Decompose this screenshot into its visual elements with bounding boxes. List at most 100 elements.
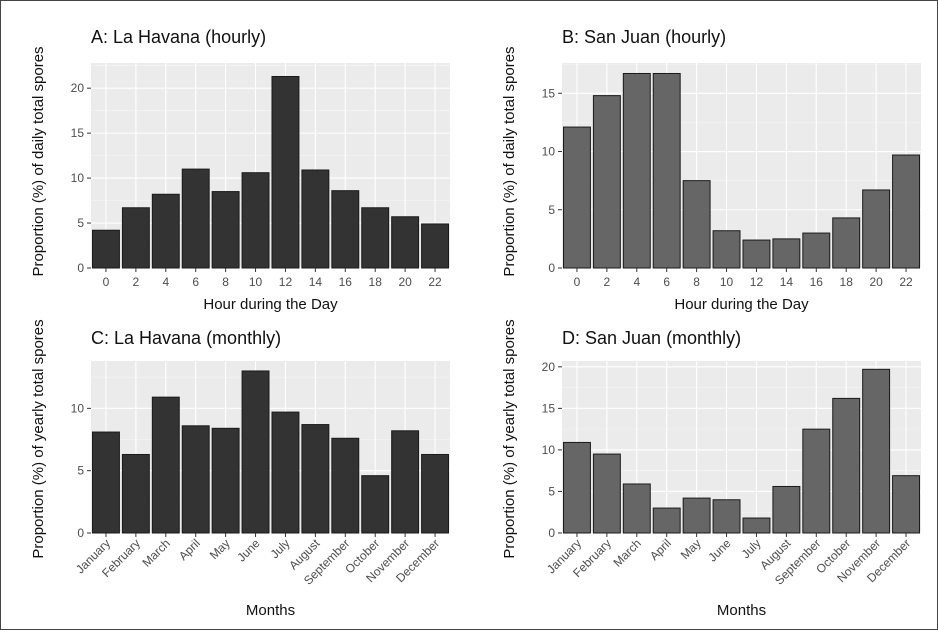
y-axis-label: Proportion (%) of yearly total spores — [501, 319, 518, 558]
bar-b-20 — [862, 189, 891, 269]
chart-panel-b: 0 5 10 15 0 2 4 6 8 10 12 14 16 18 20 22 B: San Juan (ho… — [501, 27, 921, 313]
y-axis-label: Proportion (%) of yearly total spores — [30, 319, 47, 558]
x-tick-label: April — [176, 536, 203, 563]
bar-a-14 — [301, 169, 330, 269]
x-tick-label: June — [705, 536, 734, 565]
bar-a-20 — [391, 216, 420, 269]
bar-d-august — [772, 485, 801, 534]
bar-d-april — [652, 507, 681, 534]
y-axis-label: Proportion (%) of daily total spores — [30, 46, 47, 276]
x-tick-label: 12 — [750, 275, 764, 289]
x-tick-label: 22 — [899, 275, 913, 289]
y-tick-label: 5 — [77, 464, 84, 478]
x-tick-label: 2 — [604, 275, 611, 289]
bar-c-may — [211, 427, 240, 534]
bar-a-0 — [91, 229, 120, 269]
bar-b-4 — [622, 72, 651, 269]
x-tick-label: April — [647, 536, 674, 563]
x-tick-label: 10 — [249, 275, 263, 289]
x-tick-label: 8 — [222, 275, 229, 289]
bar-a-4 — [151, 193, 180, 269]
bar-c-october — [361, 475, 390, 534]
x-tick-label: 20 — [869, 275, 883, 289]
x-axis-label: Months — [717, 602, 766, 619]
y-tick-label: 10 — [542, 145, 556, 159]
chart-title: C: La Havana (monthly) — [91, 328, 281, 348]
y-tick-label: 0 — [548, 261, 555, 275]
bar-d-may — [682, 497, 711, 534]
x-tick-label: May — [207, 536, 233, 562]
x-tick-label: 18 — [369, 275, 383, 289]
x-tick-label: March — [139, 536, 172, 569]
bar-a-12 — [271, 75, 300, 269]
bar-d-march — [622, 483, 651, 534]
bar-c-july — [271, 411, 300, 534]
x-tick-label: 16 — [810, 275, 824, 289]
bar-d-november — [862, 368, 891, 534]
bar-d-october — [832, 397, 861, 534]
y-tick-label: 0 — [548, 526, 555, 540]
chart-panel-a: 0 5 10 15 20 0 2 4 6 8 10 12 14 16 18 20 22 A: La Havana … — [30, 27, 450, 313]
x-tick-label: 12 — [279, 275, 293, 289]
bar-b-6 — [652, 72, 681, 269]
y-tick-label: 15 — [542, 401, 556, 415]
x-axis-label: Months — [246, 602, 295, 619]
x-tick-label: March — [610, 536, 643, 569]
x-tick-label: 2 — [133, 275, 140, 289]
x-tick-label: 14 — [309, 275, 323, 289]
x-tick-label: 8 — [693, 275, 700, 289]
x-tick-label: 14 — [780, 275, 794, 289]
chart-title: A: La Havana (hourly) — [91, 27, 266, 47]
y-tick-label: 0 — [77, 526, 84, 540]
bar-c-september — [331, 437, 360, 534]
bar-b-22 — [892, 154, 921, 269]
x-tick-label: 10 — [720, 275, 734, 289]
bar-d-december — [892, 475, 921, 534]
y-tick-label: 15 — [71, 126, 85, 140]
y-tick-label: 20 — [71, 81, 85, 95]
chart-title: B: San Juan (hourly) — [562, 27, 726, 47]
x-tick-label: May — [678, 536, 704, 562]
y-tick-label: 10 — [71, 171, 85, 185]
plot-background — [91, 63, 450, 268]
bar-c-december — [421, 453, 450, 534]
bar-c-april — [181, 425, 210, 534]
bar-c-june — [241, 370, 270, 534]
y-tick-label: 5 — [548, 203, 555, 217]
plot-background — [562, 361, 921, 533]
bar-a-22 — [421, 223, 450, 269]
bar-a-6 — [181, 168, 210, 269]
x-tick-label: 6 — [192, 275, 199, 289]
bar-c-february — [121, 453, 150, 534]
bar-a-8 — [211, 191, 240, 269]
y-tick-label: 15 — [542, 86, 556, 100]
bar-d-september — [802, 428, 831, 534]
chart-title: D: San Juan (monthly) — [562, 328, 741, 348]
y-tick-label: 5 — [548, 484, 555, 498]
x-tick-label: 0 — [574, 275, 581, 289]
bar-c-november — [391, 430, 420, 534]
x-tick-label: July — [268, 536, 293, 561]
bar-d-february — [592, 453, 621, 534]
y-tick-label: 5 — [77, 216, 84, 230]
x-tick-label: 22 — [428, 275, 442, 289]
y-tick-label: 0 — [77, 261, 84, 275]
bar-b-14 — [772, 238, 801, 269]
bar-b-10 — [712, 230, 741, 269]
bar-a-16 — [331, 190, 360, 269]
bar-a-18 — [361, 207, 390, 269]
y-tick-label: 10 — [542, 443, 556, 457]
plot-background — [562, 63, 921, 268]
x-tick-label: 16 — [339, 275, 353, 289]
x-tick-label: 4 — [162, 275, 169, 289]
x-tick-label: June — [234, 536, 263, 565]
x-axis-label: Hour during the Day — [203, 296, 338, 313]
bar-c-january — [91, 431, 120, 534]
bar-b-2 — [592, 95, 621, 269]
bar-c-march — [151, 396, 180, 534]
y-axis-label: Proportion (%) of daily total spores — [501, 46, 518, 276]
